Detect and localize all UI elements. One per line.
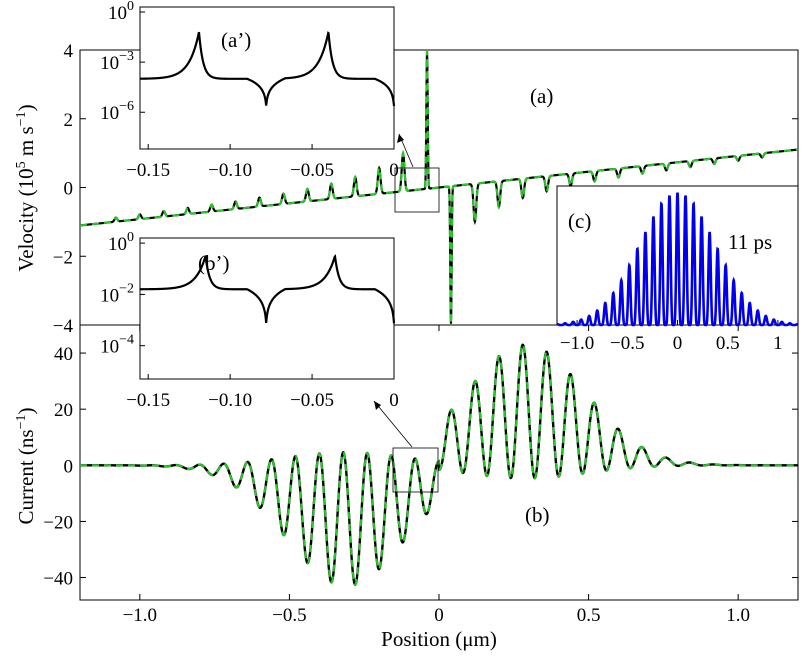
panel-b-zoom-arrowhead: [374, 401, 381, 410]
panel-b-series-analytical: [80, 343, 798, 586]
panel-b-zoom-arrow: [373, 400, 413, 448]
inset-b-prime-y-tick-label: 10−4: [100, 333, 134, 358]
panel-b-current: −40 −20 0 20 40 −1.0 −0.5 0 0.5 1.0 (b) Current …: [14, 324, 799, 651]
inset-b-prime-y-tick-label: 100: [108, 230, 134, 255]
inset-c-x-tick-label: 1: [773, 333, 783, 354]
panel-b-label: (b): [525, 503, 550, 527]
panel-b-zoom-box: [392, 447, 439, 493]
inset-c: −1.0 −0.5 0 0.5 1 (c) 11 ps: [556, 185, 799, 354]
inset-a-prime-x-tick-label: −0.05: [290, 160, 334, 181]
inset-b-prime-series: [140, 254, 396, 324]
inset-c-x-tick-label: 0.5: [716, 333, 740, 354]
inset-a-prime-x-tick-label: 0: [389, 160, 399, 181]
inset-b-prime-label: (b’): [198, 251, 229, 275]
panel-a-velocity: −4 −2 0 2 4 (a) Velocity (105 m s−1): [14, 41, 799, 337]
inset-a-prime-y-tick-label: 10−6: [100, 99, 134, 124]
panel-b-x-tick-label: 0: [434, 605, 444, 626]
panel-b-x-ticks: −1.0 −0.5 0 0.5 1.0: [123, 325, 750, 626]
panel-a-label: (a): [530, 84, 553, 108]
inset-b-prime-ticks: 100 10−2 10−4 −0.15 −0.10 −0.05 0: [100, 230, 399, 411]
panel-b-x-tick-label: −0.5: [272, 605, 306, 626]
inset-c-x-tick-label: 0: [673, 333, 683, 354]
x-axis-label: Position (μm): [381, 627, 497, 651]
inset-c-x-tick-label: −1.0: [560, 333, 594, 354]
inset-a-prime-y-tick-label: 100: [108, 0, 134, 24]
inset-a-prime-x-tick-label: −0.15: [126, 160, 170, 181]
inset-a-prime-y-tick-label: 10−3: [100, 49, 134, 74]
panel-a-y-tick-label: −4: [53, 316, 74, 337]
panel-b-x-tick-label: 1.0: [726, 605, 750, 626]
panel-a-y-tick-label: 0: [64, 179, 74, 200]
inset-b-prime-curve: [140, 254, 396, 324]
panel-b-x-tick-label: 0.5: [577, 605, 601, 626]
inset-b-prime-x-tick-label: −0.10: [208, 390, 252, 411]
panel-b-y-tick-label: 0: [64, 456, 74, 477]
inset-b-prime-x-tick-label: −0.05: [290, 390, 334, 411]
panel-b-y-ticks: −40 −20 0 20 40: [43, 344, 798, 590]
panel-b-y-axis-label: Current (ns−1): [14, 408, 38, 525]
inset-b-prime-x-tick-label: −0.15: [126, 390, 170, 411]
panel-b-curves: [80, 343, 798, 587]
inset-c-series: [556, 192, 799, 327]
panel-b-y-tick-label: −20: [43, 512, 73, 533]
panel-a-y-axis-label: Velocity (105 m s−1): [14, 104, 38, 271]
inset-c-x-tick-label: −0.5: [610, 333, 644, 354]
panel-a-zoom-arrowhead: [397, 134, 404, 143]
inset-a-prime-ticks: 100 10−3 10−6 −0.15 −0.10 −0.05 0: [100, 0, 399, 181]
inset-a-prime-label: (a’): [221, 28, 251, 52]
inset-a-prime-curve: [140, 31, 396, 107]
inset-b-prime-frame: [139, 237, 395, 380]
panel-b-y-tick-label: −40: [43, 569, 73, 590]
inset-b-prime: 100 10−2 10−4 −0.15 −0.10 −0.05 0 (b’): [100, 230, 399, 411]
panel-b-y-tick-label: 40: [54, 344, 73, 365]
inset-c-label: (c): [568, 209, 591, 233]
inset-a-prime: 100 10−3 10−6 −0.15 −0.10 −0.05 0 (a’): [100, 0, 399, 181]
inset-b-prime-y-tick-label: 10−2: [100, 281, 134, 306]
inset-c-curve: [556, 192, 799, 327]
inset-b-prime-x-tick-label: 0: [389, 390, 399, 411]
panel-a-y-tick-label: −2: [53, 247, 73, 268]
panel-a-zoom-box: [394, 167, 440, 213]
panel-a-y-tick-label: 4: [64, 41, 74, 62]
panel-b-x-tick-label: −1.0: [123, 605, 157, 626]
panel-a-series-analytical: [79, 51, 799, 324]
inset-a-prime-x-tick-label: −0.10: [208, 160, 252, 181]
panel-b-y-tick-label: 20: [54, 400, 73, 421]
inset-a-prime-series: [140, 31, 396, 107]
inset-c-annotation: 11 ps: [728, 230, 772, 254]
panel-a-y-tick-label: 2: [64, 110, 74, 131]
inset-c-ticks: −1.0 −0.5 0 0.5 1: [560, 320, 783, 354]
